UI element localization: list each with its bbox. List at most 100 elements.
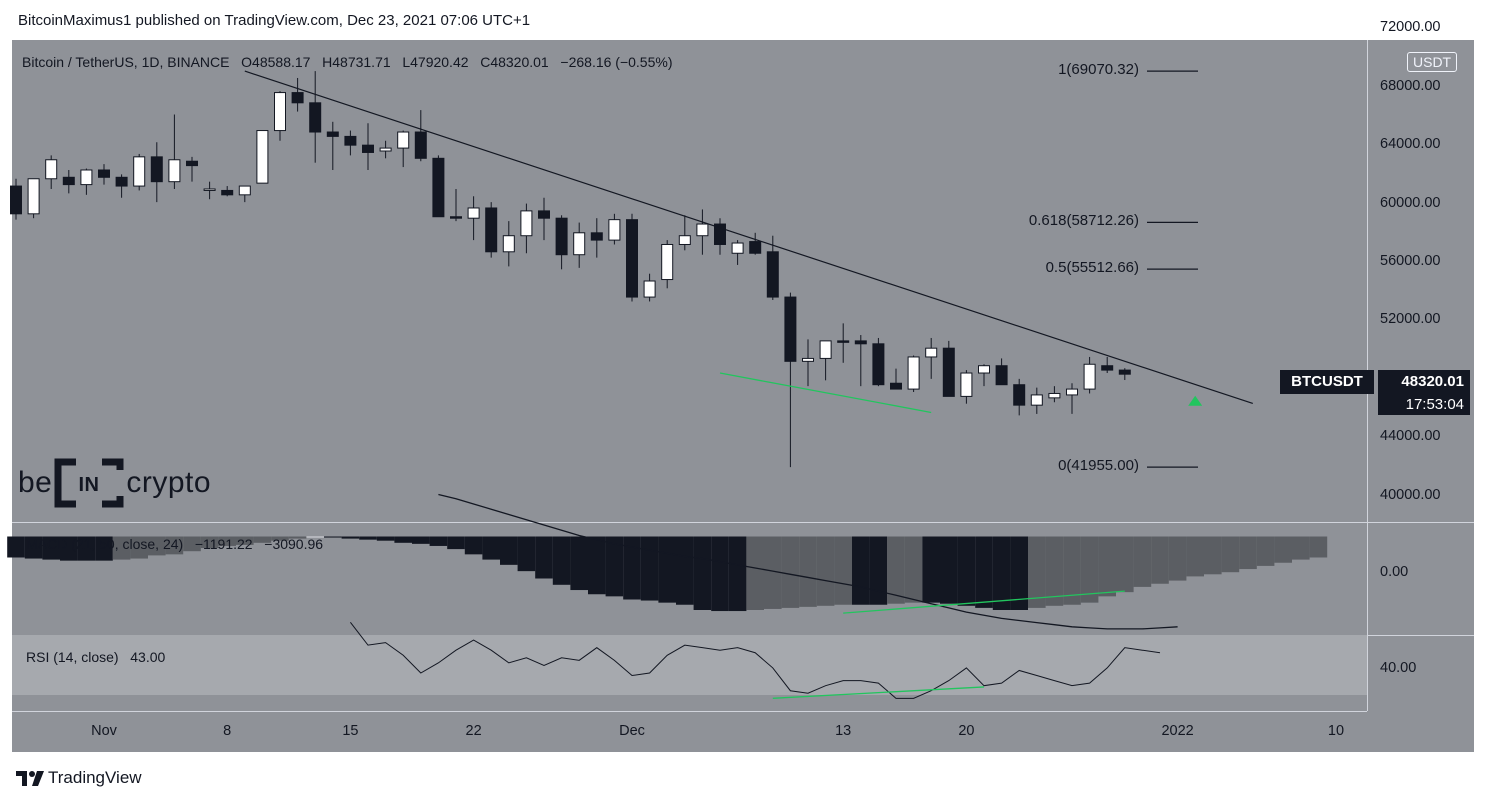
price-tick-3: 56000.00 [1380,253,1441,269]
candle-body [98,169,110,178]
candle-body [854,340,867,345]
candle-body [467,207,480,219]
macd-signal-line [438,493,1178,630]
chart-frame: Bitcoin / TetherUS, 1D, BINANCE O48588.1… [7,19,1474,753]
candle [837,323,850,363]
candle-body [256,130,269,184]
macd-bar [517,536,536,572]
macd-bar [552,536,571,585]
candle [995,358,1008,386]
macd-bar [394,536,412,543]
macd-bar [904,536,923,603]
candle [538,197,550,241]
macd-bar [1063,536,1081,605]
macd-bar [799,536,817,607]
candle [1013,378,1026,416]
candle-body [450,216,462,219]
candle [1101,356,1114,374]
candle-body [590,232,603,241]
macd-bar [165,536,184,555]
macd-bar [253,536,272,543]
support-line-green [719,372,932,414]
macd-bar [1133,536,1152,587]
candle [749,232,762,255]
macd-bar [535,536,553,579]
candle [326,121,339,170]
candle [872,337,885,387]
time-tick-7: 2022 [1161,723,1194,739]
macd-bar [218,536,236,546]
macd-pane[interactable]: MACD (21, 50, close, 24) −1191.22 −3090.… [7,493,1367,635]
candle-body [150,156,163,183]
breakout-arrow-icon [1188,395,1203,406]
rsi-axis-label: 40.00 [1380,660,1417,676]
candle-body [379,147,392,152]
macd-bar [95,536,113,561]
time-tick-6: 20 [958,723,975,739]
candle [115,174,128,198]
macd-bar [693,536,712,610]
candle-body [326,131,339,137]
macd-bar [1221,536,1240,573]
macd-bar [1239,536,1257,570]
candle [590,218,603,258]
logo-text-left: be [18,466,53,499]
candle [238,185,251,203]
macd-bar [464,536,483,555]
candle-body [1030,394,1043,406]
macd-bar [130,536,148,559]
candle-body [995,365,1008,386]
time-axis[interactable] [12,711,1367,753]
candle [168,114,181,189]
candle-body [925,347,938,358]
macd-bar [1186,536,1204,577]
candle-body [661,243,674,281]
fib-label-1: 0.618(58712.26) [1028,212,1139,230]
price-tick-1: 64000.00 [1380,136,1441,153]
candle [309,71,322,163]
candle [203,181,216,200]
candle-body [1083,363,1096,390]
candle [784,292,797,468]
candle [256,130,269,184]
macd-bar [640,536,659,601]
legend-close-label: C [480,54,491,70]
price-pane[interactable]: Bitcoin / TetherUS, 1D, BINANCE O48588.1… [10,40,1367,522]
price-tick-6: 44000.00 [1380,428,1441,445]
candle [1066,383,1078,414]
legend-high: 48731.71 [332,54,391,70]
macd-bar [1151,536,1169,584]
time-tick-0: Nov [91,723,117,739]
candle-body [502,235,515,253]
candle-body [397,131,410,149]
fib-label-3: 0(41955.00) [1058,457,1139,475]
candle-body [960,372,973,397]
header-published: BitcoinMaximus1 published on TradingView… [18,12,531,29]
price-tick-0: 68000.00 [1380,77,1441,94]
pane-separator-macd[interactable] [12,522,1474,523]
candle [502,221,515,267]
candle [1048,386,1061,403]
candle [186,156,198,182]
price-tick-top: 72000.00 [1380,19,1441,36]
candle [907,355,920,393]
macd-bar [236,536,254,545]
currency-badge[interactable]: USDT [1407,52,1458,72]
macd-bar [7,536,25,558]
logo-bracket-icon: IN [54,458,124,508]
candle-body [819,340,832,359]
macd-bar [500,536,518,565]
macd-bar [1168,536,1187,581]
rsi-pane[interactable]: RSI (14, close) 43.00 [12,622,1367,711]
macd-bar [24,536,43,559]
candle-body [608,219,621,241]
macd-bar [940,536,958,604]
candle-body [978,365,990,374]
macd-bar [1080,536,1099,603]
candle [432,155,445,218]
candle-body [168,159,181,183]
macd-bar [112,536,131,560]
price-tick-2: 60000.00 [1380,194,1441,211]
macd-axis-label: 0.00 [1380,564,1409,580]
legend-high-label: H [322,54,333,70]
